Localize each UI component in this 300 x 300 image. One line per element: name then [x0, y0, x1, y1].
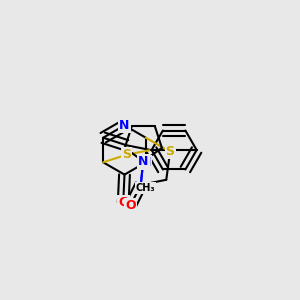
Text: O: O: [118, 196, 128, 209]
Text: S: S: [166, 145, 175, 158]
Text: S: S: [122, 148, 131, 161]
Text: N: N: [138, 155, 148, 168]
Text: CH₃: CH₃: [136, 183, 156, 193]
Text: N: N: [119, 119, 130, 132]
Text: N: N: [141, 156, 151, 169]
Text: O: O: [125, 199, 136, 212]
